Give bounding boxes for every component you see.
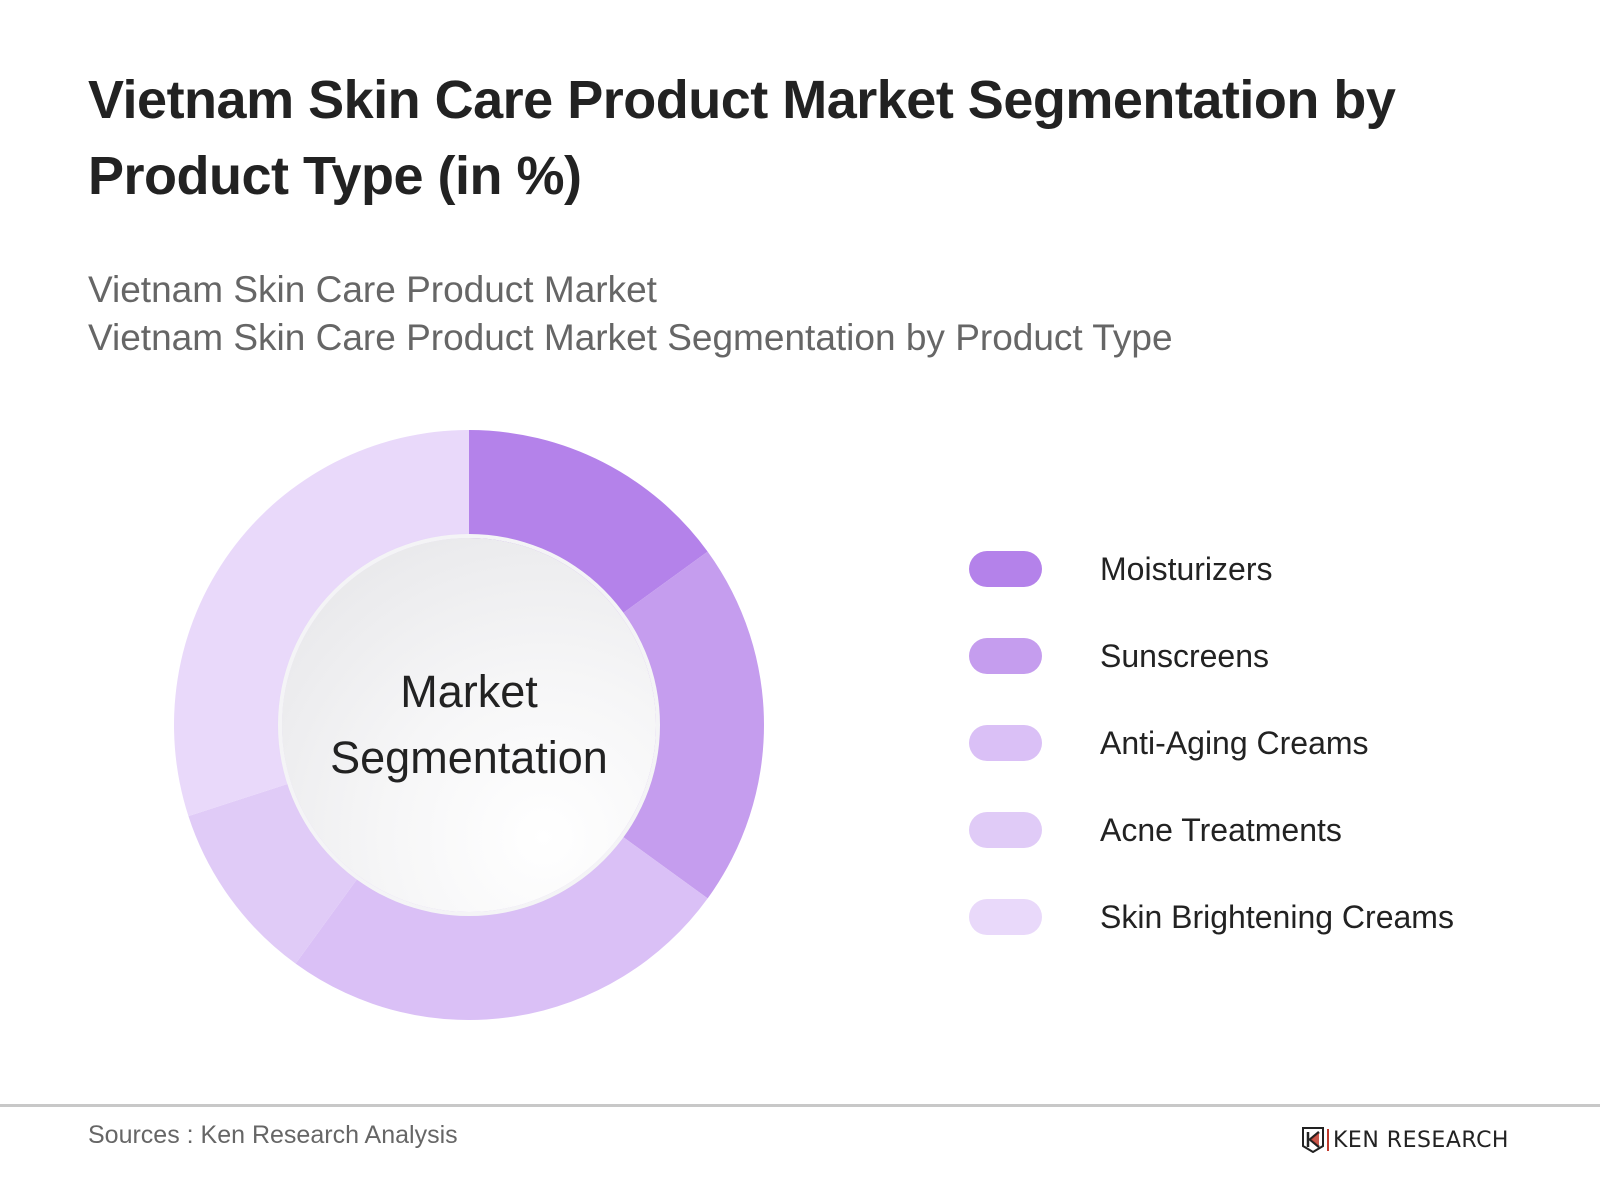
logo-separator [1327,1129,1329,1151]
legend-swatch [969,725,1042,761]
donut-segment-anti-aging-creams [295,830,708,1020]
legend-label: Skin Brightening Creams [1100,898,1454,935]
subtitle-line-2: Vietnam Skin Care Product Market Segment… [88,317,1173,358]
legend-swatch [969,812,1042,848]
donut-svg [174,430,764,1020]
chart-title: Vietnam Skin Care Product Market Segment… [88,70,1396,206]
legend-label: Acne Treatments [1100,811,1342,848]
logo-text: KEN RESEARCH [1333,1127,1509,1153]
legend-item-acne-treatments: Acne Treatments [969,812,1454,848]
legend-label: Anti-Aging Creams [1100,724,1369,761]
chart-legend: Moisturizers Sunscreens Anti-Aging Cream… [969,551,1454,986]
center-label-line-1: Market [400,666,538,717]
subtitle-line-1: Vietnam Skin Care Product Market [88,269,657,310]
legend-item-sunscreens: Sunscreens [969,638,1454,674]
legend-swatch [969,638,1042,674]
legend-item-skin-brightening-creams: Skin Brightening Creams [969,899,1454,935]
legend-item-moisturizers: Moisturizers [969,551,1454,587]
footer-divider [0,1104,1600,1107]
donut-segment-skin-brightening-creams [174,430,469,817]
donut-center: Market Segmentation [282,538,656,912]
donut-segment-moisturizers [469,430,708,620]
logo-k-shield-icon [1302,1127,1324,1153]
donut-chart: Market Segmentation [174,430,764,1020]
chart-subtitle: Vietnam Skin Care Product Market Vietnam… [88,266,1488,362]
legend-item-anti-aging-creams: Anti-Aging Creams [969,725,1454,761]
source-note: Sources : Ken Research Analysis [88,1121,458,1149]
donut-segment-sunscreens [614,551,764,899]
legend-swatch [969,551,1042,587]
legend-label: Moisturizers [1100,550,1273,587]
ken-research-logo: KEN RESEARCH [1302,1125,1509,1155]
legend-label: Sunscreens [1100,637,1269,674]
legend-swatch [969,899,1042,935]
center-label-line-2: Segmentation [330,732,608,783]
